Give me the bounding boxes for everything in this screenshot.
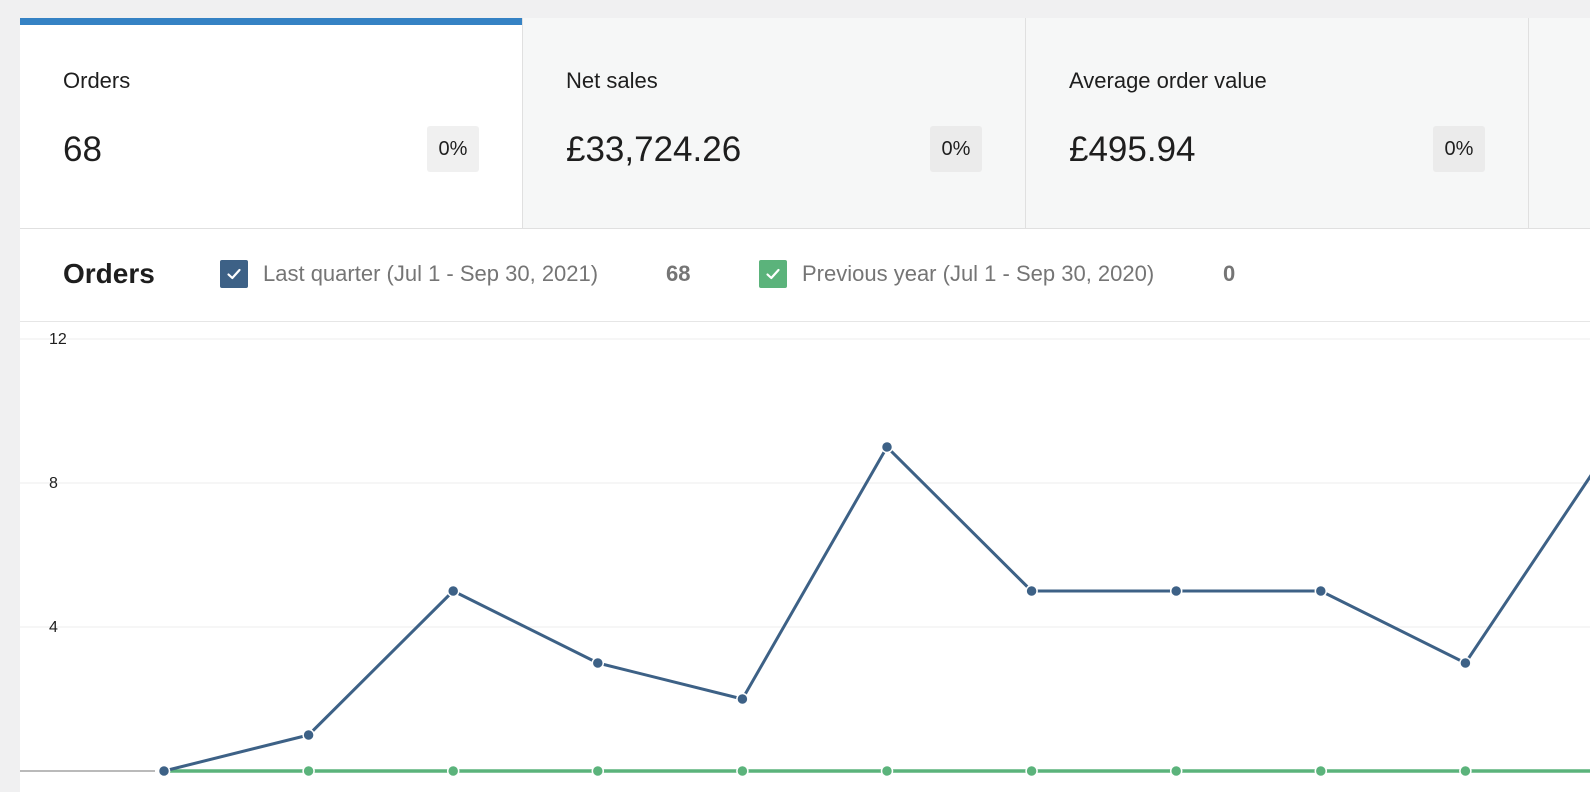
data-point-last-quarter (1314, 584, 1328, 598)
tile-value: £495.94 (1069, 130, 1196, 169)
data-point-previous-year (1459, 764, 1472, 778)
data-point-last-quarter (1459, 656, 1472, 670)
summary-tiles: Orders 68 0% Net sales £33,724.26 0% Ave… (20, 18, 1590, 229)
series-line-last-quarter (162, 445, 1590, 773)
checkmark-icon (227, 268, 241, 280)
summary-tile-average-order-value[interactable]: Average order value £495.94 0% (1026, 18, 1529, 228)
data-point-last-quarter (302, 728, 315, 742)
data-point-last-quarter (446, 584, 460, 598)
legend-label: Last quarter (Jul 1 - Sep 30, 2021) (263, 261, 599, 286)
data-point-previous-year (591, 764, 605, 778)
data-point-previous-year (880, 764, 894, 778)
tile-label: Orders (63, 68, 131, 93)
summary-tile-partial[interactable] (1529, 18, 1590, 228)
legend-item-last-quarter[interactable]: Last quarter (Jul 1 - Sep 30, 2021) (220, 259, 598, 289)
tile-label: Net sales (566, 68, 658, 93)
summary-tile-net-sales[interactable]: Net sales £33,724.26 0% (523, 18, 1026, 228)
data-point-previous-year (1314, 764, 1328, 778)
chart-canvas: 4 8 12 (20, 331, 1590, 778)
summary-tile-orders[interactable]: Orders 68 0% (20, 18, 523, 228)
tile-label: Average order value (1069, 68, 1267, 93)
data-point-last-quarter (880, 440, 894, 454)
data-point-last-quarter (1025, 584, 1038, 598)
data-point-last-quarter (1169, 584, 1183, 598)
legend-checkbox-last-quarter[interactable] (220, 260, 248, 288)
legend-label: Previous year (Jul 1 - Sep 30, 2020) (802, 261, 1155, 286)
analytics-panel: Orders 68 0% Net sales £33,724.26 0% Ave… (20, 18, 1590, 792)
tile-delta-badge: 0% (427, 126, 479, 172)
chart-header: Orders Last quarter (Jul 1 - Sep 30, 202… (20, 229, 1590, 322)
data-point-last-quarter (157, 764, 171, 778)
y-tick-label: 12 (49, 331, 67, 348)
tile-delta-badge: 0% (930, 126, 982, 172)
data-point-previous-year (736, 764, 749, 778)
tile-value: 68 (63, 130, 102, 169)
legend-item-previous-year[interactable]: Previous year (Jul 1 - Sep 30, 2020) (759, 259, 1154, 289)
data-point-previous-year (446, 764, 460, 778)
data-point-last-quarter (591, 656, 605, 670)
tile-delta-badge: 0% (1433, 126, 1485, 172)
chart-title: Orders (63, 258, 155, 289)
tile-value: £33,724.26 (566, 130, 742, 169)
y-tick-label: 8 (49, 475, 58, 492)
orders-line-chart: 4 8 12 (20, 322, 1590, 792)
data-point-last-quarter (736, 692, 749, 706)
legend-total-last-quarter: 68 (666, 261, 691, 286)
data-point-previous-year (1025, 764, 1038, 778)
data-point-previous-year (1169, 764, 1183, 778)
y-tick-label: 4 (49, 619, 58, 636)
checkmark-icon (766, 268, 780, 280)
data-point-previous-year (302, 764, 315, 778)
legend-checkbox-previous-year[interactable] (759, 260, 787, 288)
legend-total-previous-year: 0 (1223, 261, 1236, 286)
